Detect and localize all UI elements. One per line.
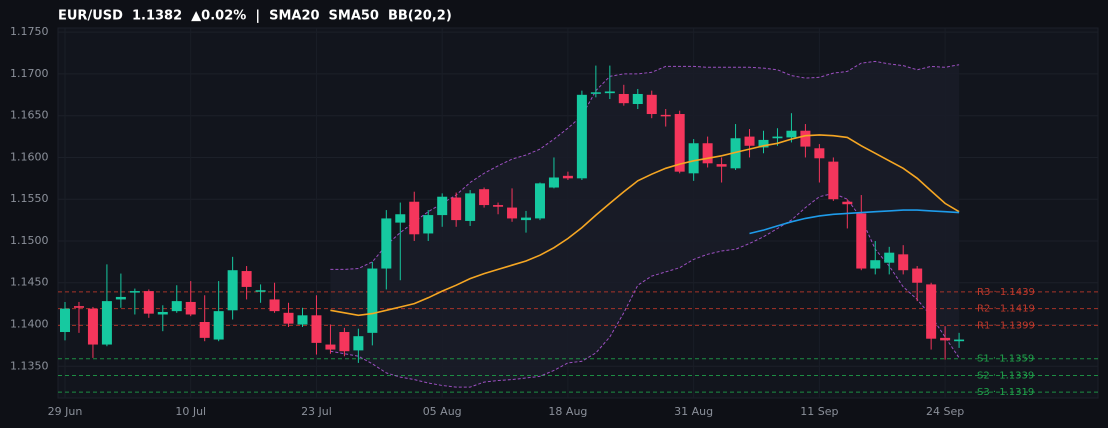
y-tick-label: 1.1450	[10, 276, 49, 289]
bb-upper	[330, 60, 960, 270]
candle-body	[199, 321, 210, 338]
candle-body	[856, 213, 867, 269]
candle-body	[534, 183, 545, 219]
candle-body	[884, 252, 895, 263]
y-tick-label: 1.1500	[10, 234, 49, 247]
candle-body	[772, 136, 783, 139]
candle-body	[493, 205, 504, 207]
y-tick-label: 1.1550	[10, 192, 49, 205]
candle-body	[521, 217, 532, 221]
level-label: S2 · 1.1339	[977, 370, 1034, 381]
candle-body	[101, 301, 112, 345]
candle-body	[576, 94, 587, 179]
level-label: R2 · 1.1419	[977, 304, 1035, 315]
chart-title: EUR/USD 1.1382 ▲0.02% |	[58, 9, 260, 24]
candle-body	[353, 336, 364, 351]
candle-body	[870, 260, 881, 269]
candle-body	[814, 148, 825, 159]
candle-body	[688, 143, 699, 174]
candle-body	[758, 139, 769, 148]
candle-body	[479, 189, 490, 206]
candle-body	[227, 270, 238, 311]
candle-body	[590, 92, 601, 94]
candle-body	[339, 332, 350, 352]
candle-body	[744, 136, 755, 146]
x-tick-label: 23 Jul	[301, 405, 332, 418]
candle-body	[954, 339, 965, 342]
candle-body	[716, 164, 727, 167]
legend-entry: BB(20,2)	[388, 9, 452, 24]
x-tick-label: 29 Jun	[48, 405, 83, 418]
candle-body	[702, 143, 713, 164]
candle-body	[311, 315, 322, 343]
candle-body	[143, 291, 154, 314]
y-tick-label: 1.1400	[10, 318, 49, 331]
x-tick-label: 10 Jul	[175, 405, 206, 418]
candle-body	[660, 114, 671, 117]
candle-body	[297, 315, 308, 325]
candle-body	[618, 93, 629, 104]
candle-body	[604, 91, 615, 94]
candle-body	[940, 337, 951, 341]
candle-body	[255, 290, 266, 292]
x-tick-label: 24 Sep	[926, 405, 964, 418]
candle-body	[157, 311, 168, 315]
candle-body	[283, 312, 294, 324]
candle-body	[60, 308, 70, 333]
x-tick-label: 11 Sep	[800, 405, 838, 418]
level-label: S1 · 1.1359	[977, 354, 1034, 365]
legend-entry: SMA50	[329, 9, 379, 24]
candle-body	[269, 299, 280, 312]
candle-body	[409, 201, 420, 235]
x-tick-label: 05 Aug	[423, 405, 462, 418]
x-tick-label: 18 Aug	[548, 405, 587, 418]
candle-body	[926, 284, 937, 339]
candle-body	[674, 114, 685, 172]
ma-line	[330, 134, 960, 317]
candle-body	[465, 193, 476, 221]
candle-body	[367, 268, 378, 333]
y-tick-label: 1.1350	[10, 359, 49, 372]
x-tick-label: 31 Aug	[674, 405, 713, 418]
candle-body	[423, 215, 434, 234]
candle-body	[730, 138, 741, 169]
candle-body	[185, 301, 196, 315]
candle-body	[213, 311, 224, 340]
candle-body	[632, 93, 643, 105]
candle-body	[115, 296, 126, 300]
candle-body	[786, 130, 797, 138]
candle-body	[87, 308, 98, 345]
bb-lower	[330, 192, 960, 388]
candle-body	[507, 207, 518, 219]
legend-entry: SMA20	[269, 9, 319, 24]
candle-body	[451, 197, 462, 221]
candle-body	[325, 344, 336, 350]
candle-body	[395, 214, 406, 223]
candle-body	[828, 161, 839, 200]
candle-body	[800, 130, 811, 147]
y-tick-label: 1.1600	[10, 150, 49, 163]
candle-body	[562, 175, 573, 179]
candle-body	[842, 201, 853, 205]
level-label: S3 · 1.1319	[977, 387, 1034, 398]
candle-body	[646, 94, 657, 115]
candle-body	[381, 218, 392, 269]
y-tick-label: 1.1650	[10, 109, 49, 122]
candle-body	[241, 271, 252, 287]
level-label: R1 · 1.1399	[977, 320, 1035, 331]
y-tick-label: 1.1750	[10, 25, 49, 38]
ma-line	[749, 209, 960, 235]
candle-body	[548, 177, 559, 188]
candle-body	[129, 291, 140, 293]
candle-body	[437, 196, 448, 216]
candle-body	[171, 301, 182, 312]
candle-body	[73, 306, 84, 308]
candle-body	[898, 254, 909, 271]
level-label: R3 · 1.1439	[977, 287, 1035, 298]
candle-body	[912, 268, 923, 283]
y-tick-label: 1.1700	[10, 67, 49, 80]
